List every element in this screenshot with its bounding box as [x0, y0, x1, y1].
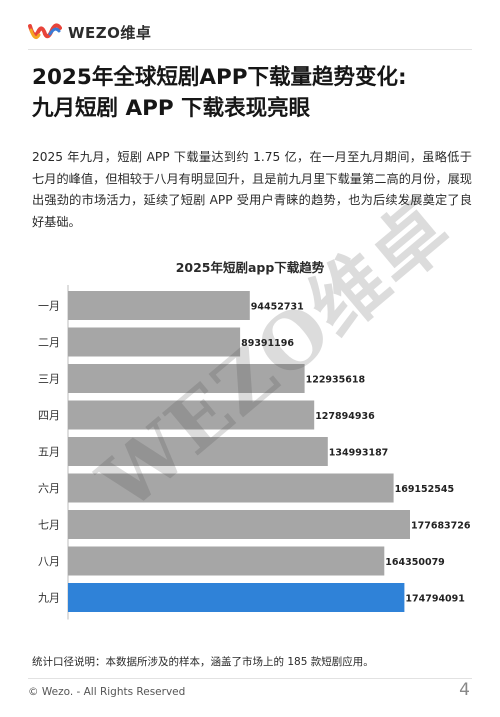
- chart-title: 2025年短剧app下载趋势: [175, 260, 325, 275]
- value-label-8: 164350079: [385, 557, 445, 568]
- value-label-3: 122935618: [306, 375, 366, 386]
- bar-9: [68, 583, 405, 612]
- body-paragraph: 2025 年九月，短剧 APP 下载量达到约 1.75 亿，在一月至九月期间，虽…: [32, 150, 472, 229]
- value-label-5: 134993187: [329, 448, 389, 459]
- header: WEZO维卓: [28, 20, 151, 44]
- value-label-9: 174794091: [405, 594, 465, 605]
- bar-5: [68, 437, 328, 466]
- category-label-5: 五月: [38, 446, 60, 459]
- bar-4: [68, 400, 315, 430]
- category-label-6: 六月: [38, 482, 60, 495]
- value-label-2: 89391196: [241, 338, 294, 349]
- value-label-4: 127894936: [315, 411, 375, 422]
- bar-6: [68, 473, 394, 503]
- category-label-3: 三月: [38, 373, 60, 386]
- category-label-2: 二月: [38, 336, 60, 349]
- copyright: © Wezo. - All Rights Reserved: [28, 686, 186, 698]
- category-label-8: 八月: [38, 555, 60, 568]
- footer-divider: [28, 678, 472, 679]
- brand-name: WEZO维卓: [68, 23, 152, 42]
- category-label-9: 九月: [38, 592, 60, 605]
- page-title-line-1: 2025年全球短剧APP下载量趋势变化:: [32, 65, 407, 90]
- category-label-4: 四月: [38, 409, 60, 422]
- value-label-1: 94452731: [251, 302, 304, 313]
- value-label-7: 177683726: [411, 521, 471, 532]
- bar-1: [68, 291, 250, 320]
- value-label-6: 169152545: [395, 484, 455, 495]
- wezo-logo-icon: [28, 23, 62, 40]
- bar-3: [68, 364, 305, 393]
- category-label-1: 一月: [38, 300, 60, 313]
- bar-2: [68, 327, 241, 357]
- page-title-line-2: 九月短剧 APP 下载表现亮眼: [32, 96, 311, 121]
- bar-7: [68, 510, 410, 539]
- header-divider: [28, 49, 472, 50]
- bar-chart: 一月 94452731 二月 89391196 三月 122935618 四月 1278949…: [38, 285, 471, 620]
- page-number: 4: [459, 680, 470, 700]
- bar-8: [68, 546, 385, 576]
- page-title: 2025年全球短剧APP下载量趋势变化: 九月短剧 APP 下载表现亮眼: [32, 62, 472, 124]
- category-label-7: 七月: [38, 519, 60, 532]
- footnote: 统计口径说明：本数据所涉及的样本，涵盖了市场上的 185 款短剧应用。: [32, 656, 374, 668]
